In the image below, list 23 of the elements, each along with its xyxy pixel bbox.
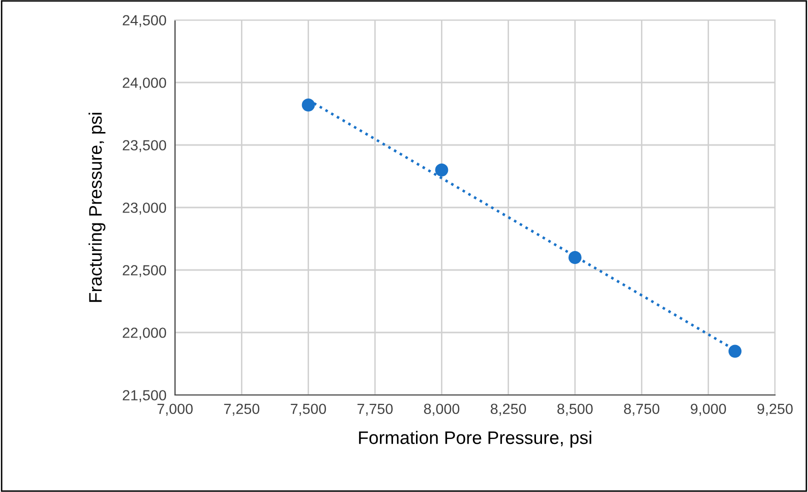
y-tick-label: 24,000 xyxy=(122,78,166,90)
x-tick-label: 8,750 xyxy=(624,404,660,416)
y-axis-title: Fracturing Pressure, psi xyxy=(88,112,106,302)
point xyxy=(435,163,448,177)
y-tick-label: 22,000 xyxy=(122,328,166,340)
x-tick-label: 9,000 xyxy=(690,404,726,416)
x-tick-label: 7,750 xyxy=(358,404,393,416)
x-axis-title: Formation Pore Pressure, psi xyxy=(359,430,592,448)
y-tick-label: 23,000 xyxy=(122,202,166,215)
x-tick-label: 9,250 xyxy=(757,404,793,416)
x-tick-label: 8,000 xyxy=(424,404,460,416)
x-tick-label: 8,500 xyxy=(557,404,593,416)
point xyxy=(302,98,315,112)
y-tick-label: 24,500 xyxy=(122,15,166,28)
y-tick-label: 21,500 xyxy=(122,390,166,402)
x-tick-label: 7,500 xyxy=(290,404,326,416)
x-tick-label: 7,250 xyxy=(224,404,260,416)
point xyxy=(568,250,582,264)
y-tick-label: 23,500 xyxy=(122,140,166,152)
point xyxy=(728,344,742,358)
x-tick-label: 8,250 xyxy=(490,404,526,416)
y-tick-label: 22,500 xyxy=(122,265,166,278)
x-tick-label: 7,000 xyxy=(158,404,193,416)
